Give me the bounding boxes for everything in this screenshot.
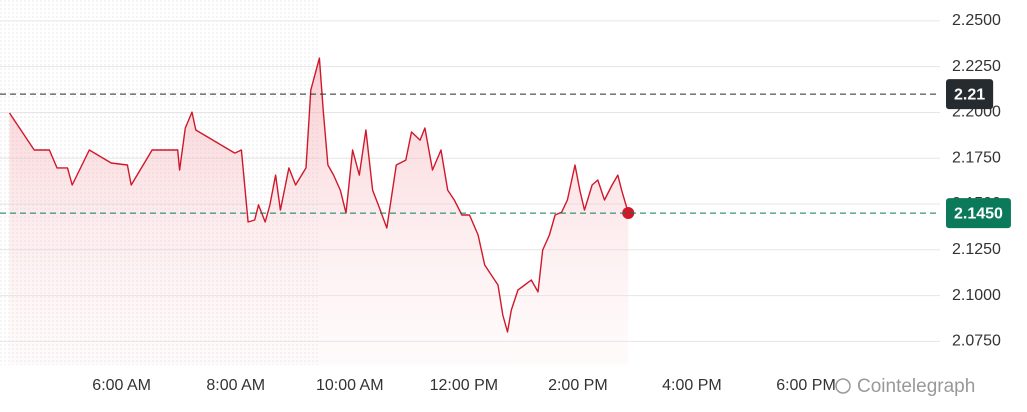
x-tick-label: 10:00 AM (316, 377, 384, 394)
price-line (8, 57, 629, 333)
x-tick-label: 12:00 PM (430, 377, 498, 394)
x-tick-label: 4:00 PM (662, 377, 722, 394)
y-tick-label: 2.0750 (952, 333, 1001, 350)
area-fill (9, 58, 629, 365)
y-tick-label: 2.1000 (952, 287, 1001, 304)
x-tick-label: 8:00 AM (206, 377, 265, 394)
y-tick-label: 2.2250 (952, 58, 1001, 75)
x-tick-label: 6:00 PM (776, 377, 836, 394)
y-tick-label: 2.1250 (952, 241, 1001, 258)
x-tick-label: 6:00 AM (92, 377, 151, 394)
reference-label: 2.1450 (954, 205, 1003, 222)
reference-label: 2.21 (954, 86, 985, 103)
reference-badge (946, 79, 994, 110)
y-tick-label: 2.2500 (952, 12, 1001, 29)
reference-badge (946, 198, 1011, 229)
y-tick-label: 2.1750 (952, 149, 1001, 166)
x-tick-label: 2:00 PM (548, 377, 608, 394)
last-price-dot (622, 206, 635, 219)
watermark-text: Cointelegraph (857, 376, 975, 397)
watermark: Cointelegraph (835, 376, 975, 397)
